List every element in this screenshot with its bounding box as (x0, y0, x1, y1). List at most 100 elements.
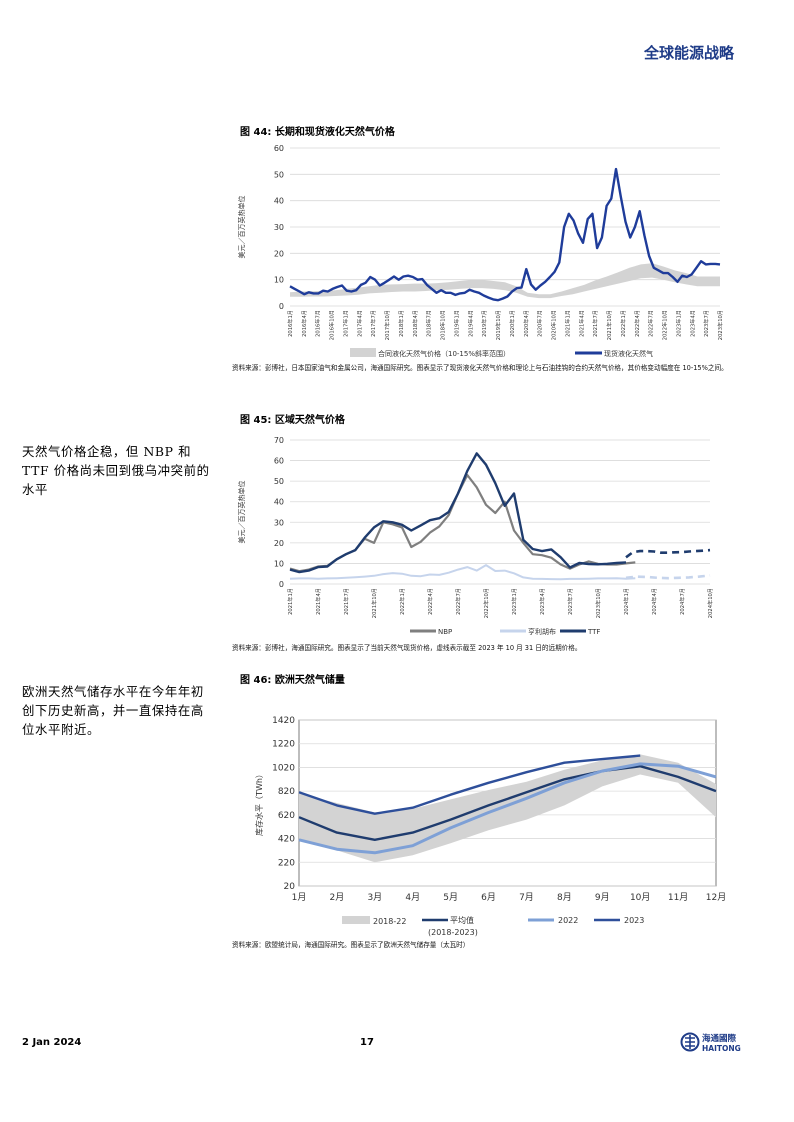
x-tick-label: 2024年4月 (650, 588, 658, 615)
legend-swatch-band (342, 916, 370, 924)
series-spot-lng-line (289, 167, 721, 302)
series-contract-lng-band (290, 263, 720, 299)
y-tick-label: 20 (274, 249, 284, 258)
figure-46-chart: 20 220 420 620 820 1020 1220 1420 1月 2月 3月 4月 5月 6月 7月… (254, 716, 726, 937)
y-tick-label: 40 (274, 498, 284, 507)
x-tick-label: 2024年7月 (678, 588, 686, 615)
legend-label: TTF (587, 628, 600, 636)
footer-page-number: 17 (360, 1037, 374, 1048)
y-tick-label: 1220 (272, 740, 295, 750)
x-tick-label: 2017年7月 (369, 310, 377, 337)
series-ttf-line-forward (625, 548, 711, 559)
figure-44-title: 图 44: 长期和现货液化天然气价格 (240, 127, 395, 138)
y-tick-label: 620 (278, 811, 295, 821)
x-tick-label: 2022年1月 (619, 310, 627, 337)
x-tick-label: 5月 (443, 892, 458, 903)
x-tick-label: 2021年4月 (314, 588, 322, 615)
y-tick-label: 20 (274, 539, 284, 548)
x-tick-label: 2023年1月 (510, 588, 518, 615)
x-tick-label: 2017年4月 (355, 310, 363, 337)
y-axis-label: 美元／百万英热单位 (237, 481, 246, 544)
sidebar-note-2: 欧洲天然气储存水平在今年年初创下历史新高，并一直保持在高位水平附近。 (22, 684, 204, 737)
x-tick-label: 8月 (557, 892, 572, 903)
x-tick-label: 2016年7月 (314, 310, 322, 337)
logo-text-en: HAITONG (702, 1044, 741, 1053)
x-tick-label: 2019年1月 (452, 310, 460, 337)
x-tick-label: 2022年10月 (661, 310, 669, 340)
x-tick-label: 2022年7月 (454, 588, 462, 615)
x-tick-label: 9月 (595, 892, 610, 903)
x-tick-label: 2022年4月 (633, 310, 641, 337)
x-tick-label: 10月 (630, 892, 650, 903)
x-tick-label: 2019年10月 (494, 310, 502, 340)
x-tick-label: 2021年7月 (342, 588, 350, 615)
legend-label-contract: 合同液化天然气价格（10-15%斜率范围） (378, 349, 510, 358)
legend-label: 2023 (624, 916, 644, 925)
x-tick-label: 2021年7月 (591, 310, 599, 337)
x-tick-label: 2月 (330, 892, 345, 903)
legend-swatch-contract (350, 348, 376, 357)
x-tick-label: 2018年1月 (397, 310, 405, 337)
x-tick-label: 2018年4月 (411, 310, 419, 337)
x-tick-label: 2023年4月 (538, 588, 546, 615)
x-tick-label: 2021年1月 (563, 310, 571, 337)
sidebar-note-1: 天然气价格企稳，但 NBP 和 TTF 价格尚未回到俄乌冲突前的水平 (22, 444, 210, 497)
y-tick-label: 10 (274, 559, 284, 568)
y-tick-label: 50 (274, 170, 284, 179)
x-tick-label: 2022年10月 (482, 588, 490, 618)
y-tick-label: 30 (274, 518, 284, 527)
y-tick-label: 10 (274, 276, 284, 285)
figure-44-chart: 0 10 20 30 40 50 60 2016年1月 2016年4月 2016年7月 2016年1… (237, 144, 724, 358)
x-tick-label: 2022年1月 (398, 588, 406, 615)
y-tick-label: 20 (284, 882, 296, 892)
haitong-logo-icon (680, 1032, 700, 1052)
x-tick-label: 2017年1月 (341, 310, 349, 337)
y-axis-label: 库存水平（TWh） (254, 770, 264, 836)
series-ttf-line (289, 452, 627, 574)
x-tick-label: 2021年4月 (577, 310, 585, 337)
x-tick-label: 2023年7月 (566, 588, 574, 615)
y-tick-label: 1420 (272, 716, 295, 726)
series-2023-line (298, 754, 641, 815)
x-tick-label: 1月 (292, 892, 307, 903)
figure-46-source: 资料来源：欧盟统计局，海通国际研究。图表显示了欧洲天然气储存量（太瓦时） (232, 941, 470, 949)
x-tick-label: 2016年10月 (328, 310, 336, 340)
figure-45-title: 图 45: 区域天然气价格 (240, 415, 345, 426)
figure-46-title: 图 46: 欧洲天然气储量 (240, 675, 345, 686)
x-tick-label: 2017年10月 (383, 310, 391, 340)
x-tick-label: 2020年1月 (508, 310, 516, 337)
y-tick-label: 40 (274, 197, 284, 206)
figure-45-chart: 0 10 20 30 40 50 60 70 2021年1月 2021年4月 2021年7月 2021… (237, 436, 714, 636)
y-tick-label: 820 (278, 787, 295, 797)
x-tick-label: 2021年10月 (370, 588, 378, 618)
x-tick-label: 2023年10月 (594, 588, 602, 618)
x-tick-label: 4月 (405, 892, 420, 903)
legend-label-spot: 现货液化天然气 (604, 349, 653, 358)
y-tick-label: 420 (278, 835, 295, 845)
y-tick-label: 60 (274, 144, 284, 153)
x-tick-label: 2020年10月 (550, 310, 558, 340)
x-tick-label: 2023年1月 (674, 310, 682, 337)
legend-label: NBP (438, 628, 452, 636)
x-tick-label: 2024年10月 (706, 588, 714, 618)
footer-date: 2 Jan 2024 (22, 1037, 82, 1048)
legend-label: 平均值 (450, 915, 474, 925)
y-tick-label: 0 (279, 580, 284, 589)
figure-45-source: 资料来源：彭博社，海通国际研究。图表显示了当前天然气现货价格，虚线表示截至 20… (232, 644, 582, 652)
y-tick-label: 50 (274, 477, 284, 486)
report-header-title: 全球能源战略 (643, 44, 734, 62)
legend-label: 2022 (558, 916, 578, 925)
legend-label: 2018-22 (373, 917, 406, 926)
logo-text-cn: 海通國際 (702, 1033, 737, 1044)
series-average-line (298, 765, 717, 841)
x-tick-label: 2016年4月 (300, 310, 308, 337)
x-tick-label: 12月 (706, 892, 726, 903)
y-axis-label: 美元／百万英热单位 (237, 196, 246, 259)
x-tick-label: 2018年7月 (425, 310, 433, 337)
y-tick-label: 30 (274, 223, 284, 232)
x-tick-label: 2024年1月 (622, 588, 630, 615)
y-tick-label: 70 (274, 436, 284, 445)
x-tick-label: 2018年10月 (439, 310, 447, 340)
y-tick-label: 60 (274, 457, 284, 466)
y-tick-label: 220 (278, 858, 295, 868)
